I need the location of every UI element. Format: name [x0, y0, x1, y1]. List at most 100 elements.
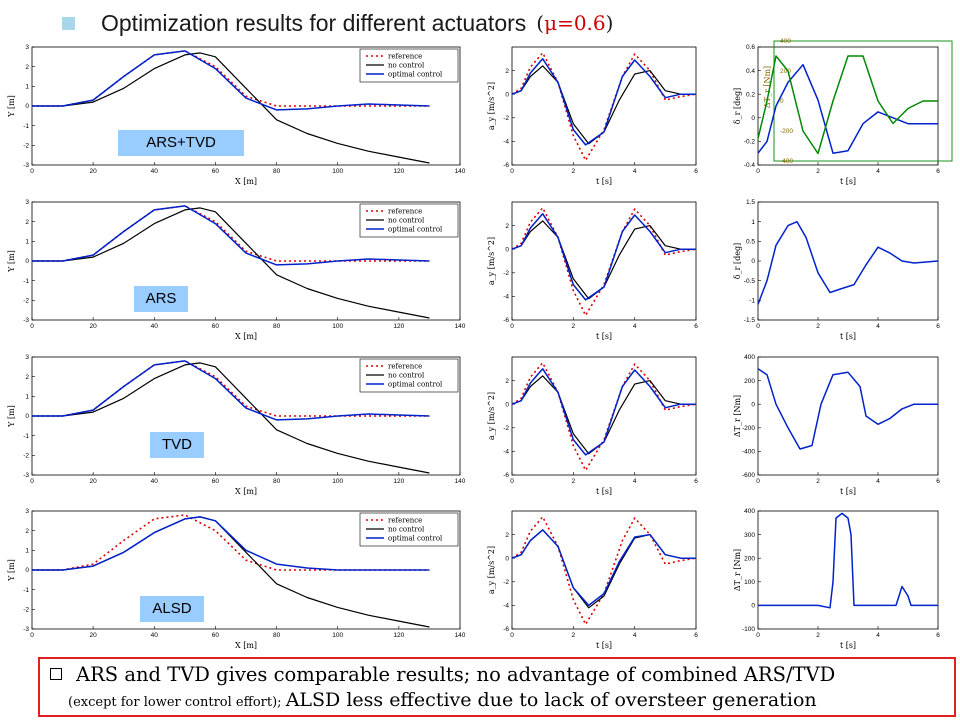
y-tick-label: 2	[25, 64, 29, 71]
x-tick-label: 4	[633, 632, 637, 639]
y-tick-label: -1.5	[744, 317, 756, 324]
y-tick-label: -3	[23, 317, 29, 324]
x-tick-label: 60	[212, 323, 220, 330]
plot-frame	[511, 510, 697, 630]
legend-label: optimal control	[388, 226, 443, 234]
x-tick-label: 40	[151, 168, 159, 175]
x-tick-label: 2	[816, 632, 820, 639]
x-tick-label: 100	[332, 168, 343, 175]
x-tick-label: 100	[332, 632, 343, 639]
x-tick-label: 0	[30, 168, 34, 175]
y-tick-label: -200	[742, 425, 755, 432]
x-tick-label: 60	[212, 478, 220, 485]
x-tick-label: 120	[393, 632, 404, 639]
series-line-δr	[757, 63, 938, 154]
x-tick-label: 140	[455, 323, 466, 330]
x-axis-label: t [s]	[840, 641, 856, 650]
y-tick-label: 1.5	[746, 199, 755, 206]
title-mu: (μ=0.6)	[536, 11, 614, 35]
y-axis-label: a_y [m/s^2]	[487, 546, 496, 594]
y-tick-label: 1	[25, 394, 29, 401]
y-tick-label: 1	[751, 219, 755, 226]
y-tick-label: 2	[505, 532, 509, 539]
x-tick-label: 2	[572, 632, 576, 639]
x-axis-label: t [s]	[596, 332, 612, 341]
chart-lateral_acceleration-row-1: 0 2 4 6 -6 -4 -2 0 2 t [s] a_y [m/s^2]	[487, 201, 698, 341]
x-axis-label: t [s]	[840, 487, 856, 496]
legend-label: no control	[388, 526, 425, 534]
y-tick-label: 2	[505, 378, 509, 385]
y-axis-label: ΔT_r [Nm]	[733, 395, 742, 437]
y-tick-label: 3	[25, 44, 29, 51]
legend-label: optimal control	[388, 71, 443, 79]
x-tick-label: 100	[332, 323, 343, 330]
x-tick-label: 4	[876, 478, 880, 485]
series-line-optimal-control	[511, 213, 696, 301]
x-tick-label: 4	[633, 168, 637, 175]
y-tick-label: -2	[503, 579, 509, 586]
x-axis-label: t [s]	[840, 332, 856, 341]
legend-label: no control	[388, 372, 425, 380]
y-tick-label: -6	[503, 162, 509, 169]
title-text: Optimization results for different actua…	[101, 9, 527, 36]
y-tick-label: -6	[503, 472, 509, 479]
y-tick-label: 0	[751, 115, 755, 122]
chart-trajectory-row-2: 0 20 40 60 80 100 120 140 -3 -2 -1 0 1 2 3 X [m] Y [m] re…	[7, 354, 466, 496]
series-line-optimal-control	[511, 58, 696, 146]
actuator-tag: ALSD	[140, 596, 204, 622]
plot-frame	[757, 46, 939, 166]
x-tick-label: 0	[756, 168, 760, 175]
x-tick-label: 0	[510, 168, 514, 175]
chart-control_effort-row-0: 0 2 4 6 -0.4 -0.2 0 0.2 0.4 0.6 -400 -200 0 200 400 t […	[733, 38, 953, 186]
x-tick-label: 6	[694, 168, 698, 175]
x-tick-label: 40	[151, 323, 159, 330]
x-tick-label: 20	[90, 323, 98, 330]
x-tick-label: 0	[510, 478, 514, 485]
y-tick-label: -2	[23, 607, 29, 614]
y-tick-label: -400	[742, 449, 755, 456]
legend-label: reference	[388, 208, 422, 216]
y-axis-label: a_y [m/s^2]	[487, 237, 496, 285]
x-tick-label: 0	[756, 632, 760, 639]
x-tick-label: 2	[572, 323, 576, 330]
chart-trajectory-row-1: 0 20 40 60 80 100 120 140 -3 -2 -1 0 1 2 3 X [m] Y [m] re…	[7, 199, 466, 341]
x-tick-label: 120	[393, 478, 404, 485]
x-tick-label: 4	[633, 323, 637, 330]
plot-frame	[511, 201, 697, 321]
y-tick-label: 2	[505, 223, 509, 230]
x-tick-label: 0	[30, 323, 34, 330]
series-line-optimal-control	[32, 50, 430, 111]
x-tick-label: 2	[816, 478, 820, 485]
y-tick-label: 0	[25, 567, 29, 574]
x-axis-label: X [m]	[235, 332, 257, 341]
x-tick-label: 20	[90, 168, 98, 175]
y-tick-label: 0	[25, 103, 29, 110]
y-tick-label: -0.5	[744, 278, 756, 285]
y-tick-label: -3	[23, 162, 29, 169]
x-tick-label: 80	[273, 632, 281, 639]
x-tick-label: 2	[572, 168, 576, 175]
y-tick-label: 0.5	[746, 239, 755, 246]
x-tick-label: 140	[455, 168, 466, 175]
y-tick-label: -2	[503, 270, 509, 277]
y-axis-label: Y [m]	[7, 405, 16, 428]
y-tick-label: 2	[25, 219, 29, 226]
y-tick-label: 0	[505, 555, 509, 562]
y-tick-label: -600	[742, 472, 755, 479]
plot-frame	[757, 201, 939, 321]
y-axis-label: ΔT_r [Nm]	[733, 549, 742, 591]
chart-lateral_acceleration-row-0: 0 2 4 6 -6 -4 -2 0 2 t [s] a_y [m/s^2]	[487, 46, 698, 186]
x-tick-label: 6	[936, 168, 940, 175]
y-tick-label: -2	[503, 425, 509, 432]
y-tick-label: 200	[744, 378, 755, 385]
x-tick-label: 4	[876, 632, 880, 639]
y-tick-label: -3	[23, 472, 29, 479]
y-tick-label: -100	[742, 626, 755, 633]
series-line-ΔTr	[757, 55, 938, 155]
x-tick-label: 40	[151, 478, 159, 485]
x-tick-label: 4	[633, 478, 637, 485]
y-tick-label: 0.6	[746, 44, 755, 51]
x-tick-label: 2	[816, 168, 820, 175]
y-tick-label: -2	[23, 143, 29, 150]
series-line-optimal-control	[511, 368, 696, 456]
